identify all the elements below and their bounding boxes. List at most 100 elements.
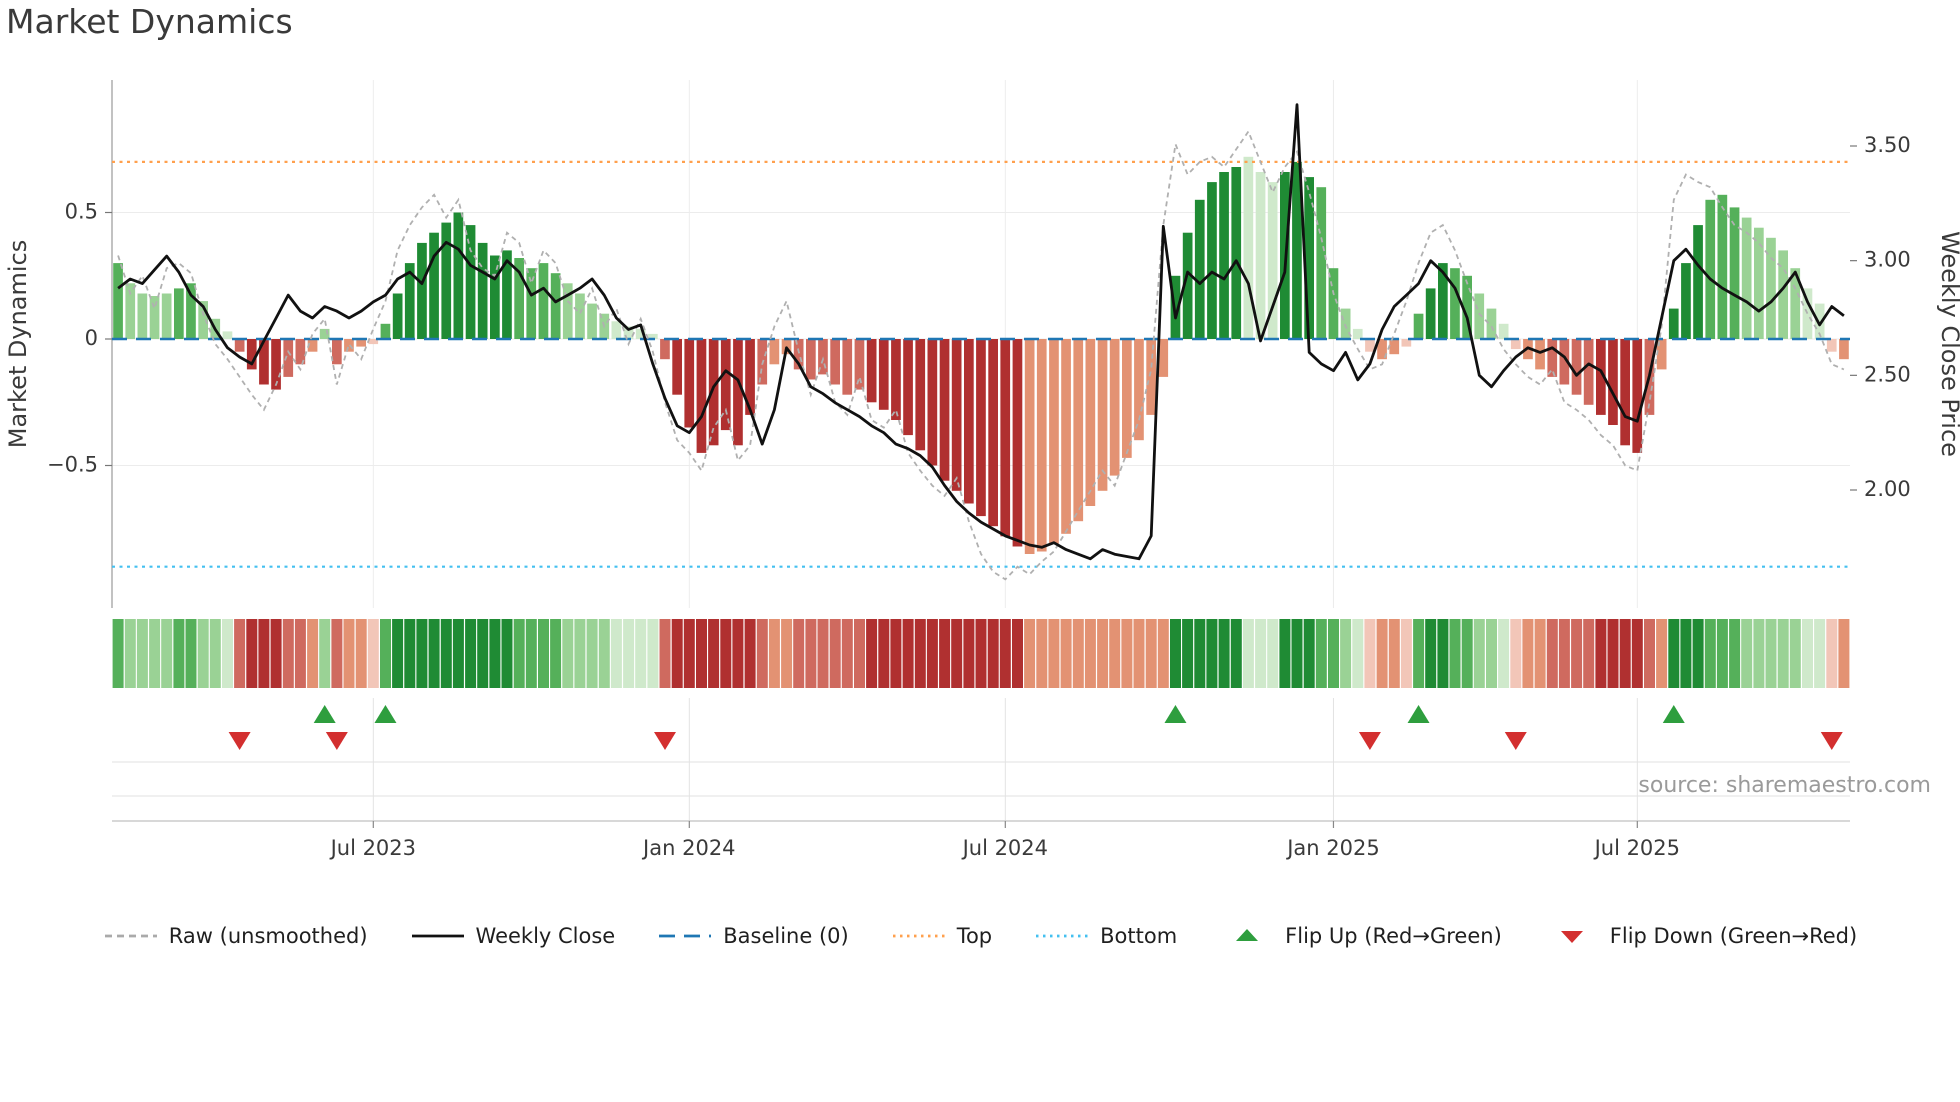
- x-tick-label: Jan 2025: [1285, 836, 1380, 860]
- heatmap-cell: [1571, 619, 1583, 688]
- heatmap-cell: [1413, 619, 1425, 688]
- oscillator-bar: [1668, 308, 1679, 339]
- heatmap-cell: [319, 619, 331, 688]
- oscillator-bar: [490, 255, 500, 339]
- oscillator-bar: [635, 328, 646, 339]
- heatmap-cell: [380, 619, 391, 688]
- heatmap-cell: [513, 619, 525, 688]
- oscillator-bar: [1681, 263, 1691, 339]
- close-line-layer: [117, 103, 1845, 561]
- oscillator-bar: [259, 339, 269, 385]
- oscillator-bar: [660, 339, 670, 360]
- oscillator-bar: [854, 339, 865, 390]
- heatmap-cell: [1425, 619, 1437, 688]
- heatmap-cell: [1036, 619, 1048, 688]
- heatmap-cell: [841, 619, 853, 688]
- oscillator-bar: [502, 250, 512, 339]
- heatmap-cell: [112, 619, 124, 688]
- oscillator-bar: [1839, 339, 1849, 360]
- heatmap-cell: [1814, 619, 1826, 688]
- flip-down-marker: [325, 732, 348, 750]
- oscillator-bar: [356, 339, 366, 347]
- heatmap-cell: [732, 619, 744, 688]
- oscillator-bar: [441, 222, 452, 339]
- oscillator-bar: [1219, 172, 1229, 339]
- right-tick-label: 2.50: [1864, 362, 1911, 386]
- oscillator-bar: [964, 339, 974, 504]
- oscillator-bar: [939, 339, 950, 481]
- heatmap-cell: [1340, 619, 1352, 688]
- oscillator-bar: [404, 263, 415, 339]
- heatmap-cell: [1777, 619, 1789, 688]
- heatmap-cell: [161, 619, 173, 688]
- oscillator-bar: [842, 339, 853, 395]
- oscillator-bar: [174, 288, 184, 339]
- legend-label: Raw (unsmoothed): [168, 924, 368, 948]
- heatmap-cell: [1802, 619, 1813, 688]
- heatmap-cell: [331, 619, 343, 688]
- heatmap-cell: [1315, 619, 1327, 688]
- oscillator-bar: [611, 321, 622, 339]
- oscillator-bar: [1425, 288, 1436, 339]
- heatmap-cell: [586, 619, 598, 688]
- heatmap-cell: [282, 619, 294, 688]
- legend-label: Flip Up (Red→Green): [1285, 924, 1502, 948]
- lower-panel-layer: Jul 2023 Jan 2024 Jul 2024 Jan 2025 Jul 2025: [112, 698, 1850, 860]
- flip-up-marker: [313, 705, 336, 723]
- oscillator-bar: [234, 339, 245, 352]
- heatmap-cell: [1291, 619, 1303, 688]
- flip-up-marker: [374, 705, 397, 723]
- oscillator-bar: [295, 339, 306, 365]
- oscillator-bar: [1778, 250, 1788, 339]
- heatmap-cell: [1097, 619, 1109, 688]
- triangle-down-icon: [1560, 931, 1583, 943]
- heatmap-cell: [392, 619, 404, 688]
- heatmap-cell: [489, 619, 501, 688]
- heatmap-cell: [294, 619, 306, 688]
- oscillator-bar: [1085, 339, 1096, 506]
- heatmap-cell: [1619, 619, 1631, 688]
- oscillator-bar: [684, 339, 695, 428]
- oscillator-bar: [149, 296, 160, 339]
- heatmap-cell: [829, 619, 841, 688]
- heatmap-cell: [987, 619, 999, 688]
- heatmap-cell: [744, 619, 756, 688]
- heatmap-cell: [234, 619, 246, 688]
- oscillator-bar: [137, 293, 148, 339]
- oscillator-bar: [1729, 207, 1740, 339]
- heatmap-cell: [999, 619, 1011, 688]
- oscillator-bar: [1571, 339, 1582, 395]
- heatmap-cell: [173, 619, 185, 688]
- oscillator-bar: [161, 293, 172, 339]
- heatmap-cell: [696, 619, 707, 688]
- x-tick-label: Jul 2023: [329, 836, 416, 860]
- oscillator-bar: [745, 339, 755, 415]
- heatmap-cell: [939, 619, 951, 688]
- oscillator-bar: [1450, 268, 1460, 339]
- weekly-close-line: [117, 103, 1845, 561]
- oscillator-bar: [1401, 339, 1412, 347]
- heatmap-cell: [562, 619, 574, 688]
- heatmap-cell: [1656, 619, 1668, 688]
- oscillator-bar: [392, 293, 403, 339]
- legend-weekly_close-icon: [411, 934, 464, 938]
- legend-label: Top: [956, 924, 993, 948]
- heatmap-cell: [1583, 619, 1595, 688]
- oscillator-bar: [1498, 323, 1509, 339]
- oscillator-bar: [1049, 339, 1059, 544]
- heatmap-cell: [1279, 619, 1291, 688]
- heatmap-cell: [963, 619, 975, 688]
- flip-down-marker: [654, 732, 676, 750]
- legend-item-top: Top: [891, 924, 992, 948]
- heatmap-cell: [890, 619, 902, 688]
- oscillator-bar: [648, 333, 658, 339]
- heatmap-cell: [975, 619, 987, 688]
- oscillator-bar: [186, 283, 196, 339]
- heatmap-cell: [1303, 619, 1315, 688]
- heatmap-cell: [1364, 619, 1376, 688]
- oscillator-bar: [344, 339, 354, 352]
- oscillator-bar: [319, 328, 330, 339]
- heatmap-cell: [951, 619, 963, 688]
- oscillator-bar: [125, 283, 136, 339]
- oscillator-bar: [368, 339, 379, 345]
